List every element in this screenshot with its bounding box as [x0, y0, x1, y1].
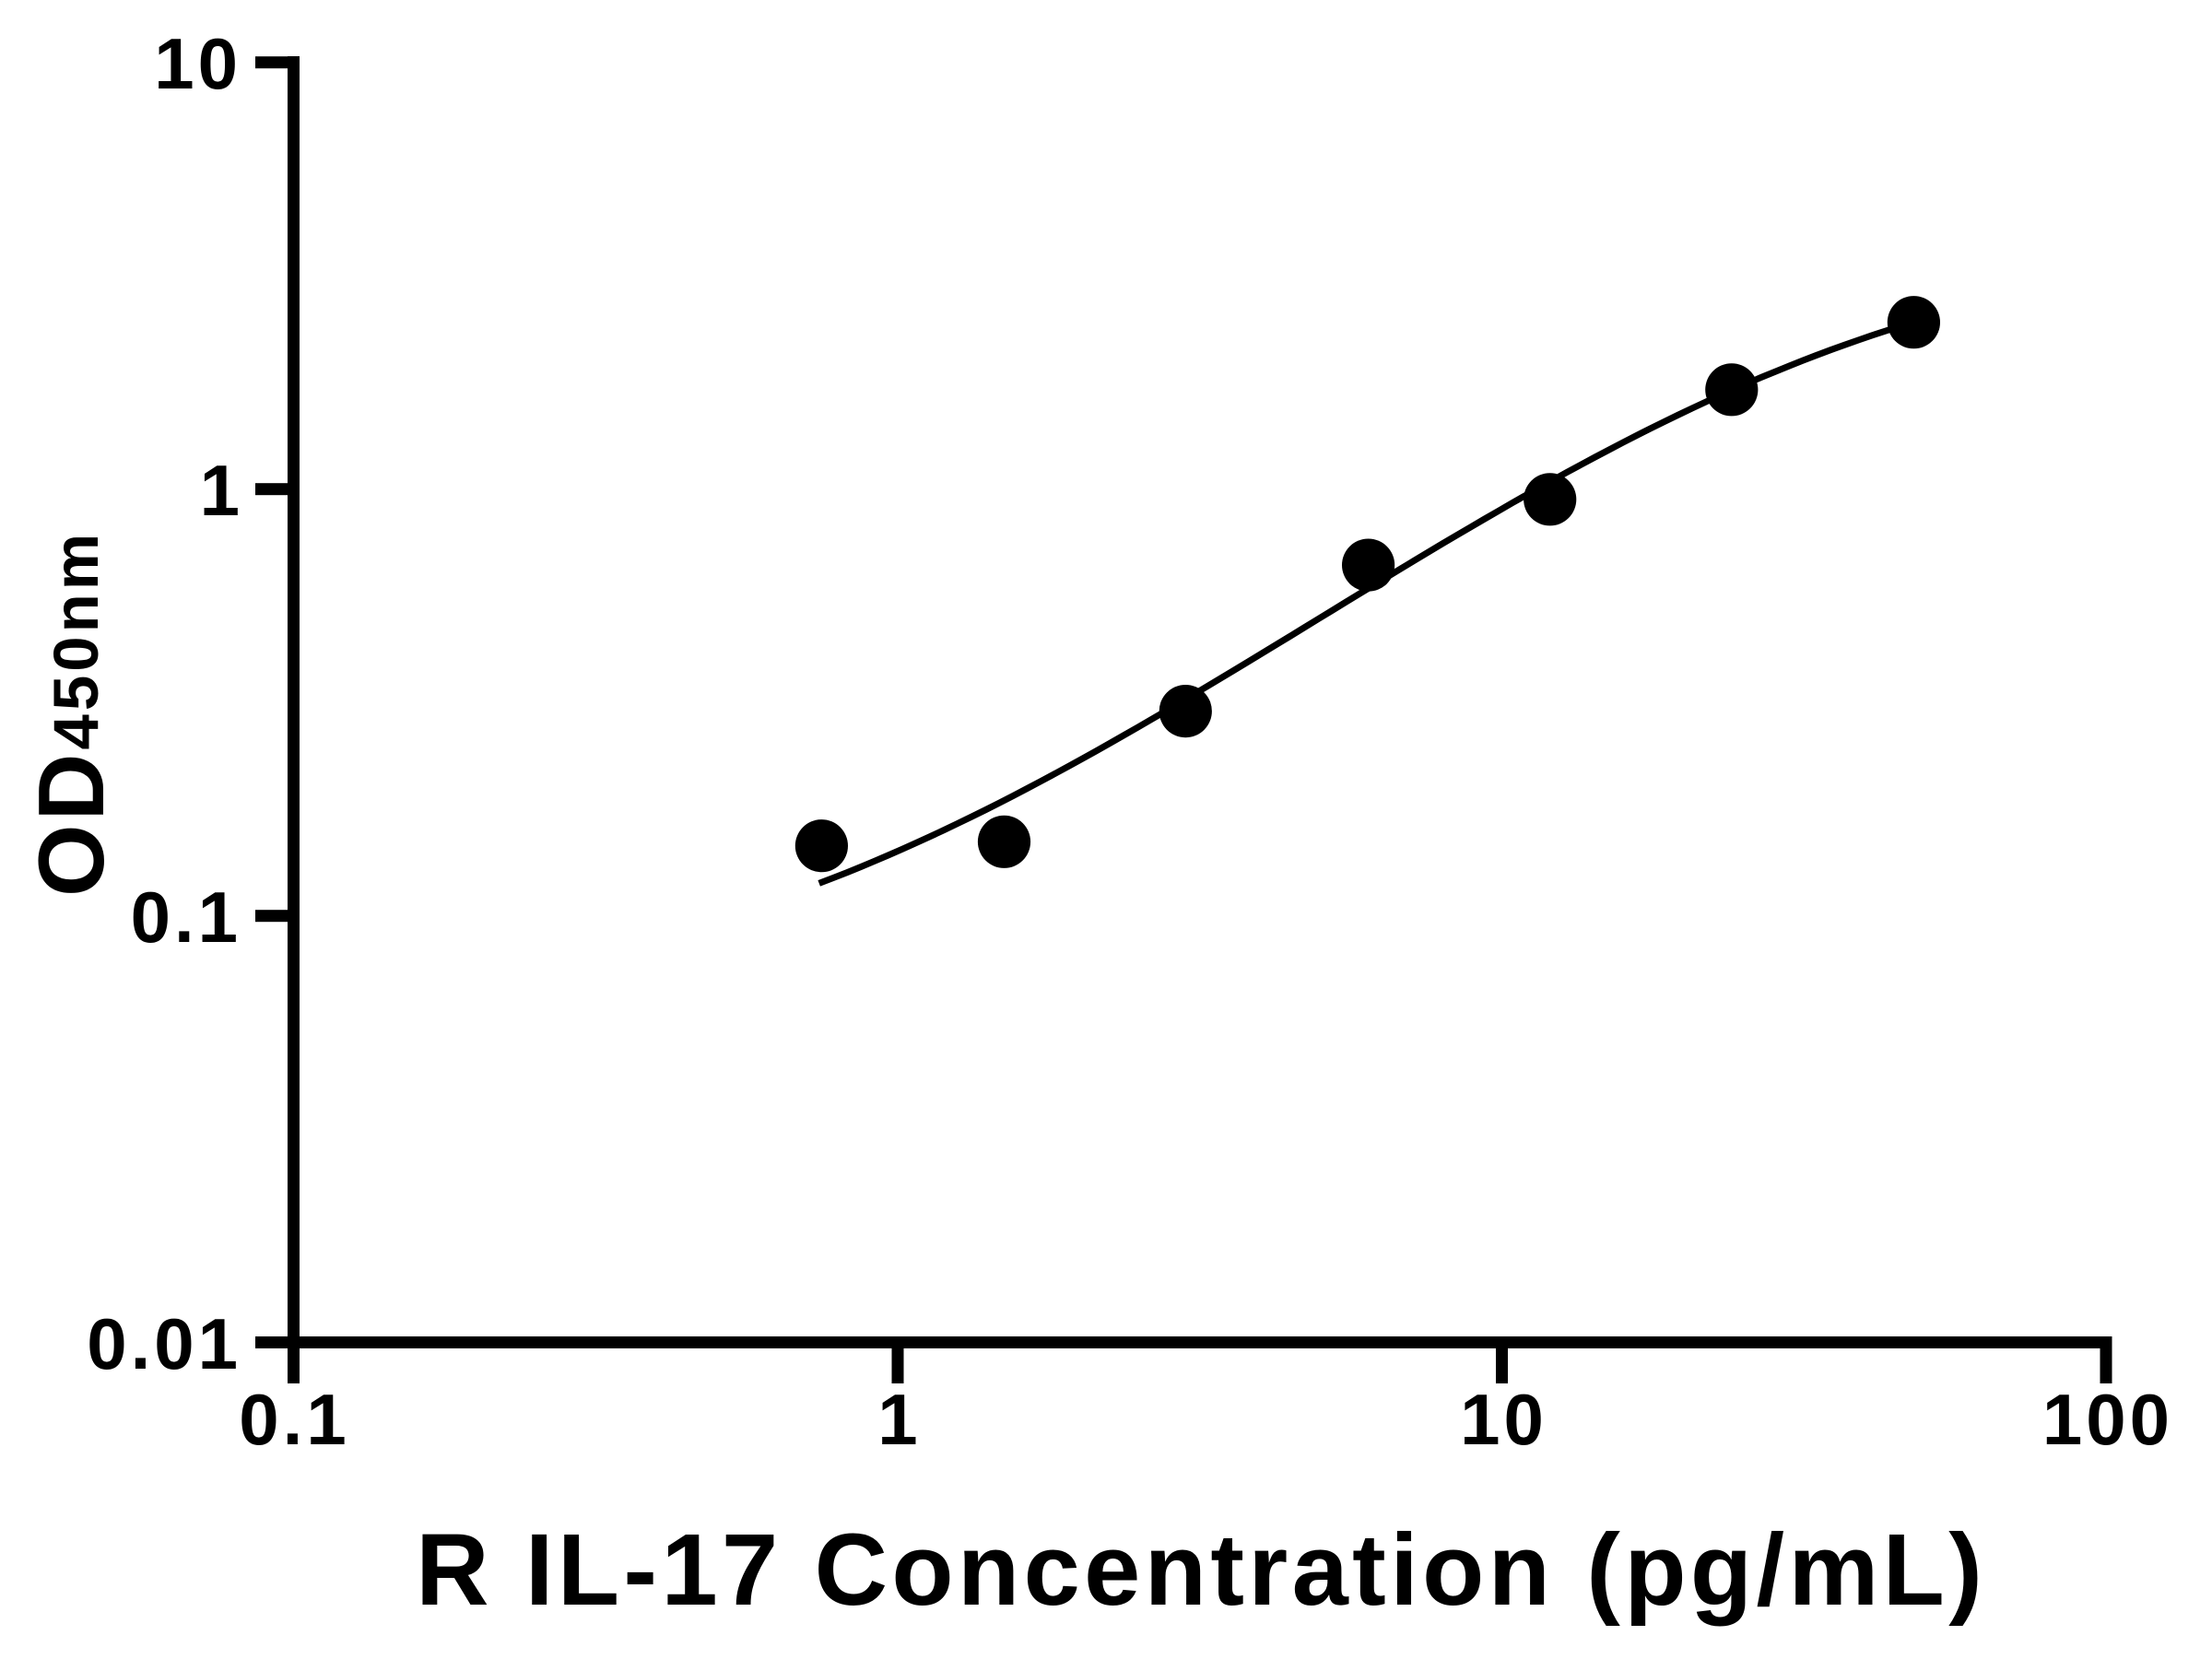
svg-text:100: 100: [2042, 1379, 2173, 1460]
svg-text:R IL-17 Concentration (pg/mL): R IL-17 Concentration (pg/mL): [416, 1513, 1986, 1627]
svg-text:0.01: 0.01: [87, 1303, 241, 1384]
svg-text:10: 10: [154, 23, 241, 104]
svg-text:10: 10: [1460, 1379, 1547, 1460]
svg-text:1: 1: [200, 450, 240, 531]
svg-text:1: 1: [877, 1379, 917, 1460]
svg-text:0.1: 0.1: [131, 877, 241, 958]
svg-text:0.1: 0.1: [239, 1379, 349, 1460]
